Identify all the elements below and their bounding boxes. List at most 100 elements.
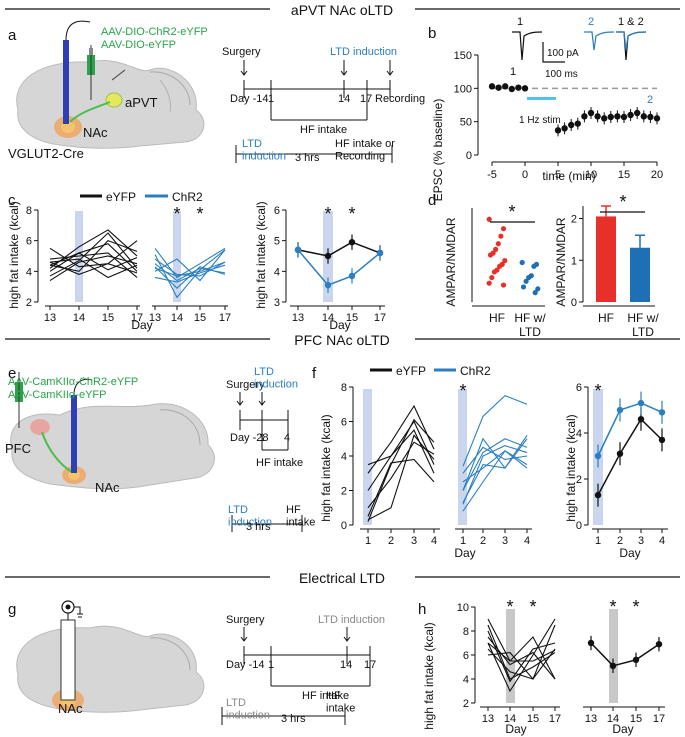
panel-c-mean-x-tick-label: 17: [374, 312, 386, 324]
chr2-individual-line: [462, 438, 528, 491]
timeline-g: [221, 627, 371, 725]
data-point: [568, 121, 575, 129]
mean-line-eyfp: [597, 418, 663, 496]
mean-point-chr2: [594, 452, 602, 460]
panel-b-ylabel: EPSC (% baseline): [431, 99, 445, 202]
mean-point-chr2: [658, 409, 666, 416]
data-point: [515, 84, 522, 91]
panel-d-significance-star: *: [508, 202, 515, 222]
data-point: [653, 115, 661, 122]
data-point: [620, 113, 628, 121]
panel-h-x-tick-label: 17: [549, 713, 561, 725]
chr2-individual-line: [154, 249, 226, 282]
timeline-e-hf: HF intake: [286, 504, 315, 529]
panel-b-x-tick-label: 5: [555, 169, 561, 181]
panel-b-x-tick-label: 20: [651, 169, 663, 181]
eyfp-individual-line: [49, 261, 138, 275]
panel-f-mean-xlabel: Day: [619, 546, 640, 560]
mean-line-eyfp: [297, 241, 381, 257]
data-point: [647, 113, 654, 121]
timepoint-2-label: 2: [647, 94, 653, 106]
trace12-label: 1 & 2: [618, 16, 644, 28]
panel-b-chart: 0 50 100 150 -5 0 5 10 15 20: [454, 31, 663, 181]
panel-letter-h: h: [418, 601, 426, 618]
panel-c-mean-x-tick-label: 15: [346, 312, 358, 324]
data-point: [614, 113, 621, 120]
timeline-e-ltd-induction: LTD induction: [254, 366, 298, 391]
panel-d-category-hfltd: HF w/: [514, 311, 546, 325]
ratio-dot-hf: [497, 263, 503, 269]
data-point: [488, 83, 496, 90]
legend-c: eYFP ChR2: [80, 190, 203, 204]
panel-h-x-tick-label: 17: [653, 713, 665, 725]
timeline-a-ltd-induction: LTD induction: [330, 46, 397, 58]
bar-hf: [596, 216, 616, 302]
ratio-dot-hf-ltd: [526, 274, 532, 281]
virus-label-eyfp: AAV-DIO-eYFP: [101, 39, 176, 51]
timeline-a: [235, 60, 394, 163]
mean-point: [609, 662, 617, 669]
panel-h-x-tick-label: 15: [630, 713, 642, 725]
timeline-a-ltd-induction-2: LTD induction: [242, 138, 286, 163]
panel-f-chart: 0 2 4 6 8 1 1 2 2 3 3 4 4 * 0 2 4 6 1 2 3 4 *: [341, 381, 668, 547]
eyfp-individual-line: [367, 458, 435, 517]
panel-d-bar-category-hf: HF: [598, 311, 614, 325]
panel-d-category-hfltd-2: LTD: [519, 325, 541, 339]
section-header-2: PFC NAc oLTD: [5, 332, 680, 348]
ratio-dot-hf-ltd: [531, 263, 537, 269]
panel-f-y-tick-label: 4: [341, 451, 347, 463]
region-label-nac-e: NAc: [95, 480, 120, 495]
mean-point-eyfp: [658, 436, 666, 444]
ratio-dot-hf-ltd: [535, 286, 541, 292]
panel-c-ind-significance-star: *: [196, 204, 203, 224]
chr2-individual-line: [462, 446, 528, 474]
panel-h-ind-significance-star: *: [529, 597, 536, 617]
panel-b-x-tick-label: 0: [522, 169, 528, 181]
timeline-a-day-start: Day -14: [230, 93, 269, 105]
panel-c-y-tick-label: 4: [26, 266, 32, 278]
panel-f-x-tick-label: 1: [460, 535, 466, 547]
mean-point-chr2: [348, 272, 356, 280]
virus-e-eyfp: AAV-CamKIIα-eYFP: [8, 389, 106, 401]
panel-f-y-tick-label: 2: [341, 486, 347, 498]
panel-b-y-tick-label: 150: [454, 50, 472, 62]
panel-c-mean-xlabel: Day: [329, 318, 350, 332]
ratio-dot-hf-ltd: [519, 259, 525, 266]
timeline-a-recording: Recording: [375, 93, 425, 105]
mean-point-eyfp: [637, 416, 645, 423]
timeline-e: [231, 392, 303, 532]
panel-f-ylabel: high fat intake (kcal): [319, 414, 333, 521]
panel-h-mean-significance-star: *: [632, 597, 639, 617]
legend-eyfp-label: eYFP: [106, 190, 136, 204]
panel-d-bar-y-tick-label: 2: [571, 214, 577, 226]
timeline-a-hrs: 3 hrs: [295, 152, 320, 164]
chr2-individual-line: [154, 263, 226, 282]
panel-f-mean-ylabel: high fat intake (kcal): [564, 414, 578, 521]
eyfp-individual-line: [49, 252, 138, 278]
timeline-a-hf-or-recording: HF intake or Recording: [335, 138, 395, 163]
eyfp-individual-line: [49, 243, 138, 272]
panel-c-mean-y-tick-label: 5: [274, 236, 280, 248]
mean-point-chr2: [294, 246, 302, 254]
panel-h-chart: 2 4 6 8 10 13 13 14 14 15 15 17 17 * * * *: [457, 597, 665, 725]
panel-letter-g: g: [8, 601, 16, 618]
mouse-line-label: VGLUT2-Cre: [8, 146, 84, 161]
timeline-g-hf: HF intake: [326, 690, 355, 715]
mean-point-eyfp: [616, 450, 624, 457]
data-point: [587, 109, 595, 117]
ratio-dot-hf: [493, 246, 499, 252]
panel-c-x-tick-label: 15: [194, 312, 206, 324]
scale-time-label: 100 ms: [545, 69, 578, 80]
timeline-a-day17: 17: [360, 93, 372, 105]
panel-c-x-tick-label: 17: [219, 312, 231, 324]
region-label-nac-g: NAc: [58, 701, 83, 716]
ratio-dot-hf-ltd: [523, 278, 529, 284]
chr2-individual-line: [462, 445, 528, 505]
panel-h-x-tick-label: 14: [607, 713, 619, 725]
ratio-dot-hf: [500, 226, 507, 232]
trace2-label: 2: [588, 16, 594, 28]
panel-f-x-tick-label: 4: [431, 535, 437, 547]
brain-schematic-g: [16, 600, 205, 713]
panel-b-x-tick-label: 10: [585, 169, 597, 181]
